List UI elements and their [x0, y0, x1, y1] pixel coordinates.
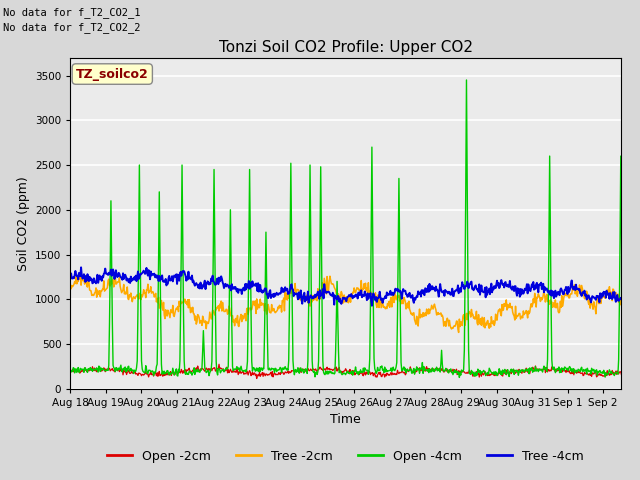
Tree -4cm [102, 271, 110, 276]
Open -4cm [429, 365, 436, 371]
Tree -2cm [75, 272, 83, 277]
Open -2cm [253, 376, 260, 382]
Tree -4cm [67, 275, 74, 281]
Y-axis label: Soil CO2 (ppm): Soil CO2 (ppm) [17, 176, 29, 271]
Open -4cm [463, 77, 470, 83]
Legend: Open -2cm, Tree -2cm, Open -4cm, Tree -4cm: Open -2cm, Tree -2cm, Open -4cm, Tree -4… [102, 445, 589, 468]
Open -2cm [499, 373, 507, 379]
Open -2cm [101, 369, 109, 374]
Text: TZ_soilco2: TZ_soilco2 [76, 68, 148, 81]
Open -4cm [499, 367, 507, 373]
Open -4cm [412, 367, 419, 373]
Open -2cm [398, 369, 406, 374]
Tree -4cm [628, 305, 636, 311]
Open -2cm [557, 368, 565, 373]
Tree -4cm [412, 295, 420, 300]
Open -4cm [101, 368, 109, 373]
Open -4cm [635, 369, 640, 374]
Tree -2cm [557, 304, 565, 310]
Tree -2cm [67, 282, 74, 288]
Tree -2cm [499, 308, 507, 313]
Open -4cm [557, 370, 565, 375]
Tree -2cm [635, 306, 640, 312]
Open -2cm [413, 369, 420, 374]
Line: Tree -2cm: Tree -2cm [70, 275, 639, 333]
Text: No data for f_T2_CO2_1: No data for f_T2_CO2_1 [3, 7, 141, 18]
Open -2cm [635, 367, 640, 373]
Open -2cm [430, 366, 438, 372]
Tree -4cm [397, 290, 405, 296]
Open -2cm [215, 361, 223, 367]
Open -4cm [456, 374, 463, 380]
Open -2cm [67, 368, 74, 374]
X-axis label: Time: Time [330, 413, 361, 426]
Tree -2cm [429, 306, 437, 312]
Title: Tonzi Soil CO2 Profile: Upper CO2: Tonzi Soil CO2 Profile: Upper CO2 [219, 40, 472, 55]
Open -4cm [397, 312, 404, 317]
Tree -4cm [498, 280, 506, 286]
Tree -2cm [397, 301, 405, 307]
Text: No data for f_T2_CO2_2: No data for f_T2_CO2_2 [3, 22, 141, 33]
Line: Open -4cm: Open -4cm [70, 80, 639, 377]
Line: Tree -4cm: Tree -4cm [70, 267, 639, 308]
Open -4cm [67, 369, 74, 375]
Tree -2cm [455, 330, 463, 336]
Tree -4cm [429, 287, 437, 292]
Line: Open -2cm: Open -2cm [70, 364, 639, 379]
Tree -4cm [77, 264, 85, 270]
Tree -2cm [412, 322, 420, 327]
Tree -4cm [557, 287, 564, 292]
Tree -4cm [635, 297, 640, 303]
Tree -2cm [102, 287, 110, 292]
